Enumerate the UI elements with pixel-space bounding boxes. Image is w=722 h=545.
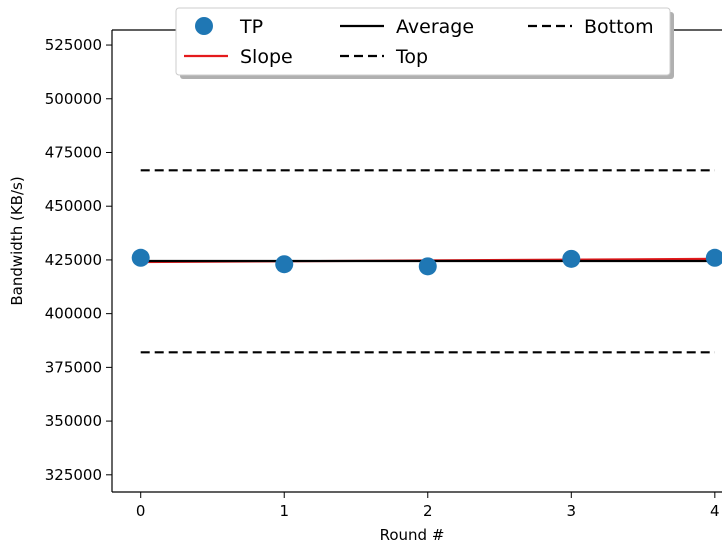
x-tick-label: 4: [710, 502, 720, 520]
y-tick-label: 500000: [45, 90, 102, 108]
legend: TP Average Bottom Slope Top: [175, 7, 674, 79]
legend-label-top: Top: [395, 46, 428, 68]
x-axis-ticks: 0 1 2 3 4: [136, 492, 720, 520]
tp-point: [418, 257, 437, 276]
series-layer: [131, 169, 722, 354]
legend-label-average: Average: [396, 16, 474, 38]
y-tick-label: 375000: [45, 358, 102, 376]
y-tick-label: 400000: [45, 305, 102, 323]
legend-label-bottom: Bottom: [584, 16, 654, 38]
x-tick-label: 0: [136, 502, 146, 520]
x-tick-label: 2: [423, 502, 433, 520]
x-axis-label: Round #: [380, 526, 445, 544]
y-tick-label: 475000: [45, 143, 102, 161]
tp-point: [131, 248, 150, 267]
legend-marker-tp: [195, 17, 213, 35]
tp-point: [562, 249, 581, 268]
y-tick-label: 350000: [45, 412, 102, 430]
tp-point: [705, 248, 722, 267]
legend-box: [175, 7, 671, 76]
x-tick-label: 3: [567, 502, 577, 520]
y-tick-label: 425000: [45, 251, 102, 269]
y-tick-label: 325000: [45, 466, 102, 484]
x-tick-label: 1: [279, 502, 289, 520]
y-tick-label: 450000: [45, 197, 102, 215]
y-axis-label: Bandwidth (KB/s): [8, 176, 26, 305]
legend-label-slope: Slope: [240, 46, 293, 68]
y-axis-ticks: 325000 350000 375000 400000 425000 450000 4750…: [45, 36, 112, 484]
y-tick-label: 525000: [45, 36, 102, 54]
tp-point: [275, 255, 294, 274]
legend-label-tp: TP: [239, 16, 263, 38]
